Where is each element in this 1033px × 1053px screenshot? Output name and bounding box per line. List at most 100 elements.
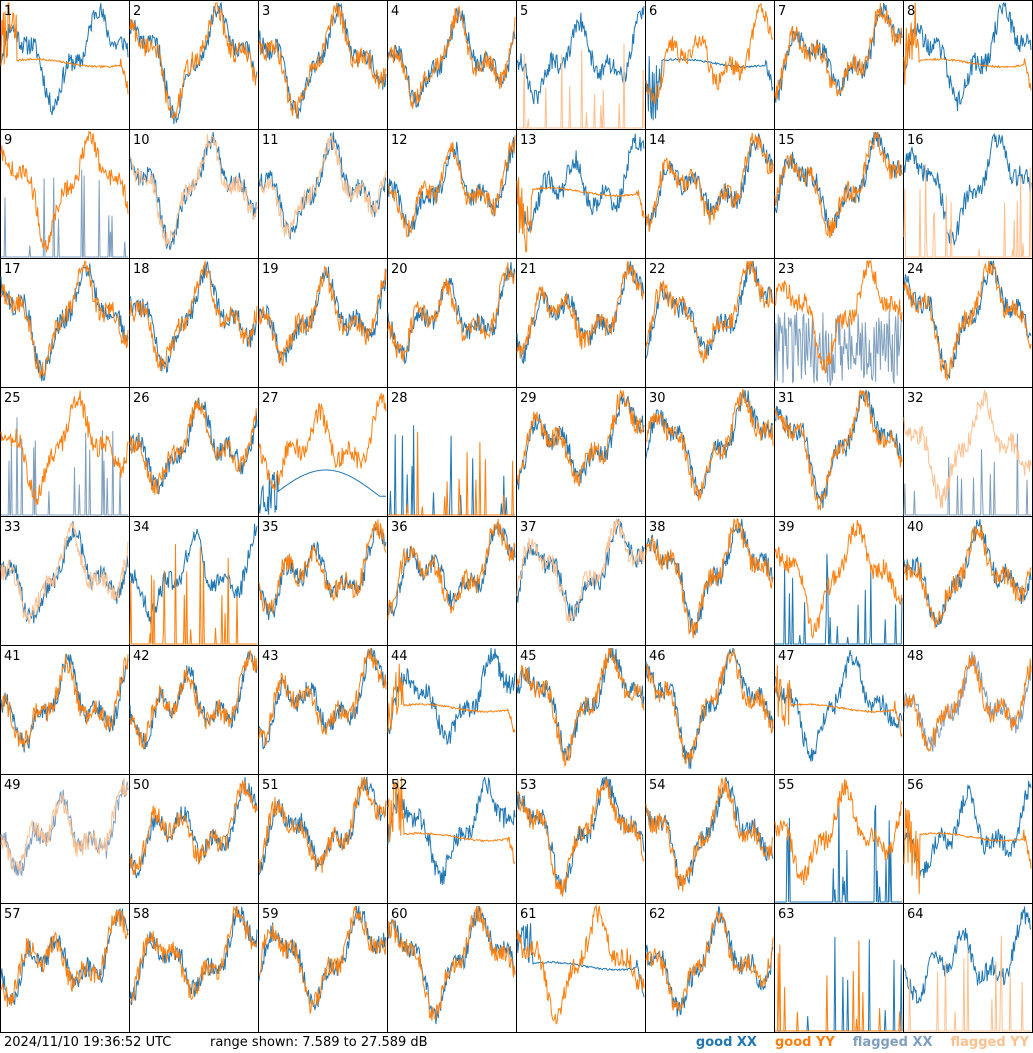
series-yy (258, 134, 387, 238)
panel-label: 43 (262, 649, 279, 664)
panel-49: 49 (0, 774, 130, 904)
panel-2: 2 (129, 0, 259, 130)
series-yy (0, 130, 129, 253)
panel-5: 5 (516, 0, 646, 130)
panel-56: 56 (903, 774, 1033, 904)
panel-label: 39 (778, 520, 795, 535)
panel-10: 10 (129, 129, 259, 259)
panel-7: 7 (774, 0, 904, 130)
panel-53: 53 (516, 774, 646, 904)
series-xx (903, 1, 1032, 111)
panel-46: 46 (645, 645, 775, 775)
panel-frame (645, 129, 775, 259)
series-yy (516, 517, 645, 623)
panel-36: 36 (387, 516, 517, 646)
panel-40: 40 (903, 516, 1033, 646)
series-xx (387, 776, 516, 885)
panel-12: 12 (387, 129, 517, 259)
panel-label: 12 (391, 133, 408, 148)
panel-frame (645, 903, 775, 1033)
series-xx (258, 266, 387, 364)
series-yy (904, 935, 1031, 1032)
series-xx (387, 647, 516, 746)
panel-label: 24 (907, 262, 924, 277)
series-yy (774, 389, 903, 511)
series-yy (645, 777, 774, 892)
panel-label: 37 (520, 520, 537, 535)
panel-frame (516, 387, 646, 517)
panel-frame (129, 129, 259, 259)
series-yy (516, 260, 645, 359)
panel-label: 35 (262, 520, 279, 535)
panel-48: 48 (903, 645, 1033, 775)
series-xx (0, 907, 129, 1005)
panel-label: 51 (262, 778, 279, 793)
legend-good-yy: good YY (774, 1035, 835, 1050)
series-yy (774, 131, 903, 239)
panel-32: 32 (903, 387, 1033, 517)
panel-frame (903, 774, 1033, 904)
panel-38: 38 (645, 516, 775, 646)
series-yy (258, 2, 387, 119)
series-xx (516, 133, 645, 232)
panel-label: 54 (649, 778, 666, 793)
panel-8: 8 (903, 0, 1033, 130)
series-yy (258, 392, 387, 491)
series-xx (1, 169, 128, 258)
panel-59: 59 (258, 903, 388, 1033)
series-yy (516, 904, 645, 1025)
series-yy (775, 940, 902, 1032)
panel-9: 9 (0, 129, 130, 259)
panel-label: 15 (778, 133, 795, 148)
panel-25: 25 (0, 387, 130, 517)
panel-frame (516, 129, 646, 259)
panel-31: 31 (774, 387, 904, 517)
panel-16: 16 (903, 129, 1033, 259)
panel-label: 25 (4, 391, 21, 406)
series-yy (0, 260, 129, 379)
series-yy (645, 648, 774, 765)
series-yy (903, 524, 1032, 629)
series-yy (774, 779, 903, 886)
panel-19: 19 (258, 258, 388, 388)
panel-21: 21 (516, 258, 646, 388)
panel-frame (0, 387, 130, 517)
panel-label: 32 (907, 391, 924, 406)
panel-label: 19 (262, 262, 279, 277)
panel-frame (129, 645, 259, 775)
series-yy (129, 544, 257, 645)
series-yy (903, 389, 1032, 509)
series-yy (903, 654, 1032, 753)
panel-frame (387, 0, 517, 130)
panel-frame (387, 258, 517, 388)
panel-label: 21 (520, 262, 537, 277)
series-xx (903, 906, 1032, 1005)
series-yy (129, 260, 258, 372)
panel-label: 22 (649, 262, 666, 277)
series-yy (903, 808, 1032, 894)
panel-label: 14 (649, 133, 666, 148)
panel-label: 17 (4, 262, 21, 277)
series-yy (387, 518, 516, 620)
panel-30: 30 (645, 387, 775, 517)
panel-label: 29 (520, 391, 537, 406)
panel-frame (516, 645, 646, 775)
panel-label: 60 (391, 907, 408, 922)
panel-label: 18 (133, 262, 150, 277)
series-xx (775, 804, 902, 903)
panel-frame (0, 0, 130, 130)
panel-29: 29 (516, 387, 646, 517)
panel-22: 22 (645, 258, 775, 388)
series-yy (129, 780, 258, 876)
series-xx (645, 389, 774, 498)
panel-26: 26 (129, 387, 259, 517)
panel-47: 47 (774, 645, 904, 775)
panel-label: 2 (133, 4, 141, 19)
series-yy (258, 776, 387, 873)
panel-label: 16 (907, 133, 924, 148)
panel-frame (258, 903, 388, 1033)
series-xx (516, 261, 645, 365)
series-yy (258, 647, 387, 747)
panel-52: 52 (387, 774, 517, 904)
panel-15: 15 (774, 129, 904, 259)
